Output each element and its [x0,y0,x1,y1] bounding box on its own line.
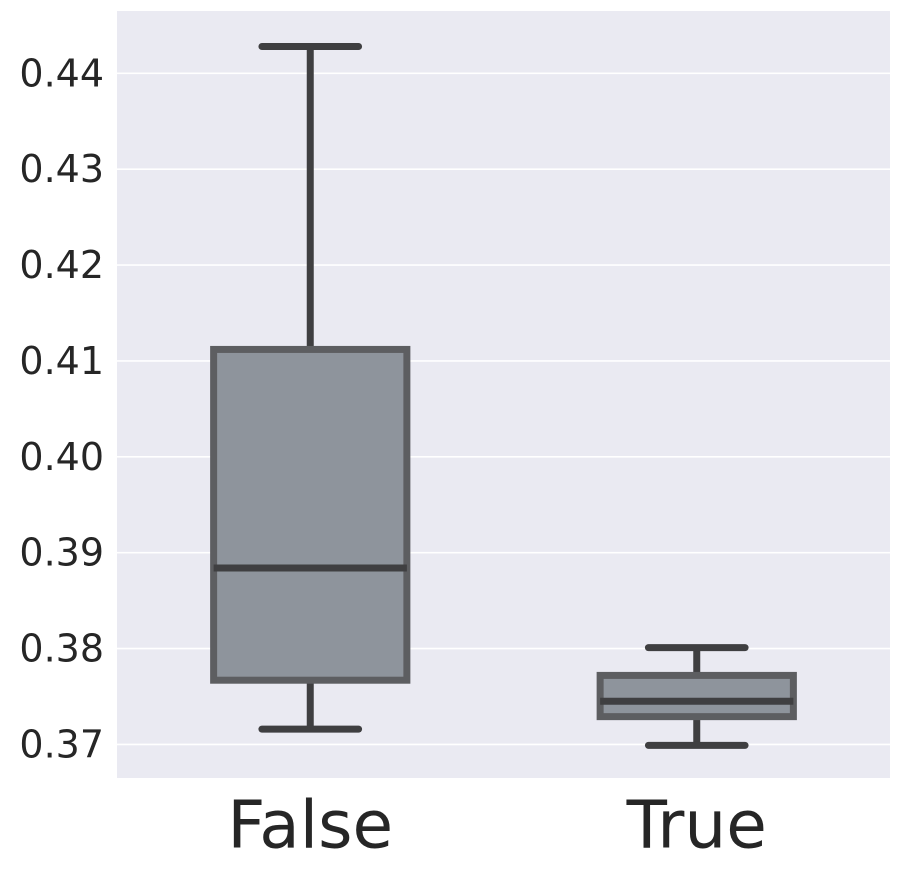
y-tick-label: 0.37 [19,722,104,766]
y-tick-label: 0.44 [19,51,104,95]
x-tick-label: False [227,787,393,864]
iqr-box [596,671,797,721]
y-tick-label: 0.42 [19,243,104,287]
y-tick-label: 0.40 [19,435,104,479]
y-tick-label: 0.39 [19,531,104,575]
y-tick-label: 0.41 [19,339,104,383]
box-false [210,42,411,733]
y-axis-ticks: 0.37 0.38 0.39 0.40 0.41 0.42 0.43 0.44 [19,51,104,766]
box-true [596,644,797,749]
iqr-box [210,345,411,684]
x-axis-ticks: False True [227,787,766,864]
y-tick-label: 0.38 [19,627,104,671]
boxes [210,42,797,749]
x-tick-label: True [626,787,767,864]
y-tick-label: 0.43 [19,147,104,191]
